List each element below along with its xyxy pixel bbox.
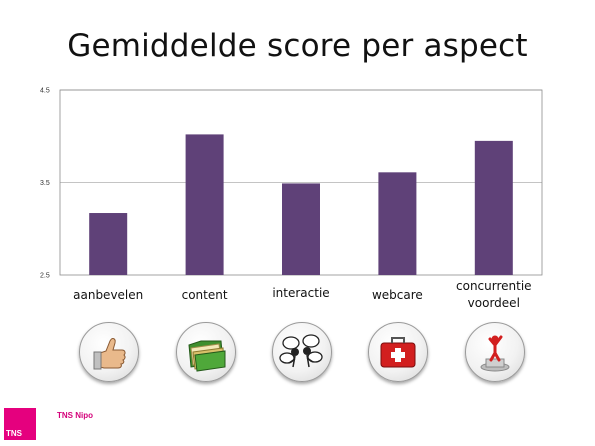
category-label: interactie bbox=[246, 285, 356, 302]
y-tick-label: 4.5 bbox=[40, 88, 50, 95]
y-tick-label: 3.5 bbox=[40, 180, 50, 187]
icon-badge bbox=[175, 322, 236, 382]
thumbs-up-icon bbox=[93, 338, 126, 370]
first-aid-kit-icon bbox=[380, 337, 416, 368]
tns-logo: TNS bbox=[4, 408, 36, 440]
category-label: webcare bbox=[342, 287, 452, 304]
category-label-line: content bbox=[181, 288, 228, 302]
bar-aanbevelen bbox=[89, 213, 128, 275]
icon-badge bbox=[368, 322, 429, 382]
speech-bubbles-icon bbox=[279, 334, 323, 368]
category-label: content bbox=[150, 287, 260, 304]
podium-figure-icon bbox=[480, 335, 510, 372]
tns-logo-text: TNS bbox=[6, 429, 22, 438]
slide-title: Gemiddelde score per aspect bbox=[67, 28, 528, 64]
category-label-line: voordeel bbox=[467, 296, 520, 310]
icon-badge bbox=[79, 322, 140, 382]
category-label-line: aanbevelen bbox=[73, 288, 144, 302]
bar-chart: 2.5 3.5 4.5 bbox=[40, 88, 543, 280]
bar-concurrentie-voordeel bbox=[474, 140, 513, 275]
bar-webcare bbox=[378, 172, 417, 275]
folders-icon bbox=[188, 340, 226, 372]
icon-badge bbox=[464, 322, 525, 382]
category-label-line: interactie bbox=[272, 286, 330, 300]
category-label: concurrentie voordeel bbox=[439, 278, 549, 312]
bar-interactie bbox=[282, 183, 320, 275]
y-tick-label: 2.5 bbox=[40, 273, 50, 280]
brand-name: TNS Nipo bbox=[57, 411, 93, 420]
category-label-line: webcare bbox=[371, 288, 423, 302]
category-label: aanbevelen bbox=[53, 287, 163, 304]
bar-content bbox=[185, 134, 224, 275]
icon-badge bbox=[272, 322, 332, 382]
category-label-line: concurrentie bbox=[456, 279, 532, 293]
